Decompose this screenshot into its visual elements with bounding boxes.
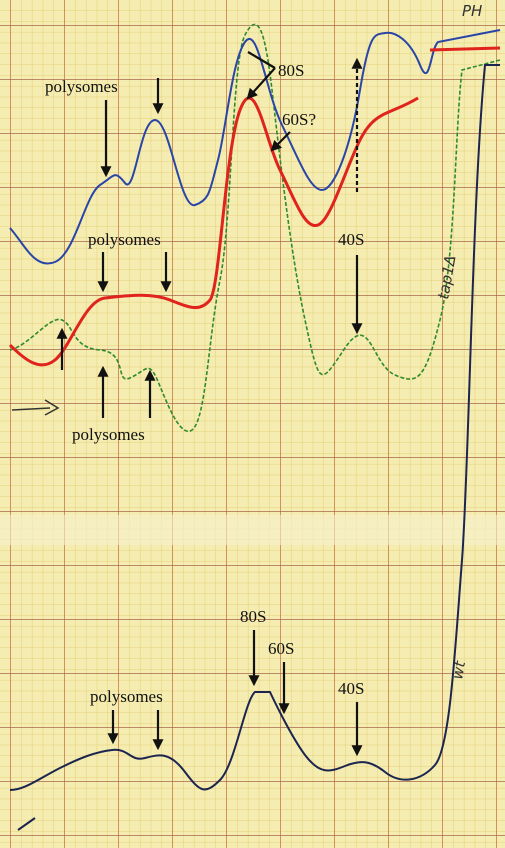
- page: polysomes 80S 60S? 40S polysomes polysom…: [0, 0, 505, 848]
- label: polysomes: [45, 77, 118, 96]
- label: polysomes: [72, 425, 145, 444]
- label: 80S: [240, 607, 266, 626]
- label: polysomes: [90, 687, 163, 706]
- label: 60S: [268, 639, 294, 658]
- fold: [0, 515, 505, 545]
- profile-scan: polysomes 80S 60S? 40S polysomes polysom…: [0, 0, 505, 848]
- label: 80S: [278, 61, 304, 80]
- label: 60S?: [282, 110, 316, 129]
- label: 40S: [338, 230, 364, 249]
- handwritten-label: PH: [462, 2, 482, 20]
- label: 40S: [338, 679, 364, 698]
- label: polysomes: [88, 230, 161, 249]
- coarse-grid: [0, 0, 505, 848]
